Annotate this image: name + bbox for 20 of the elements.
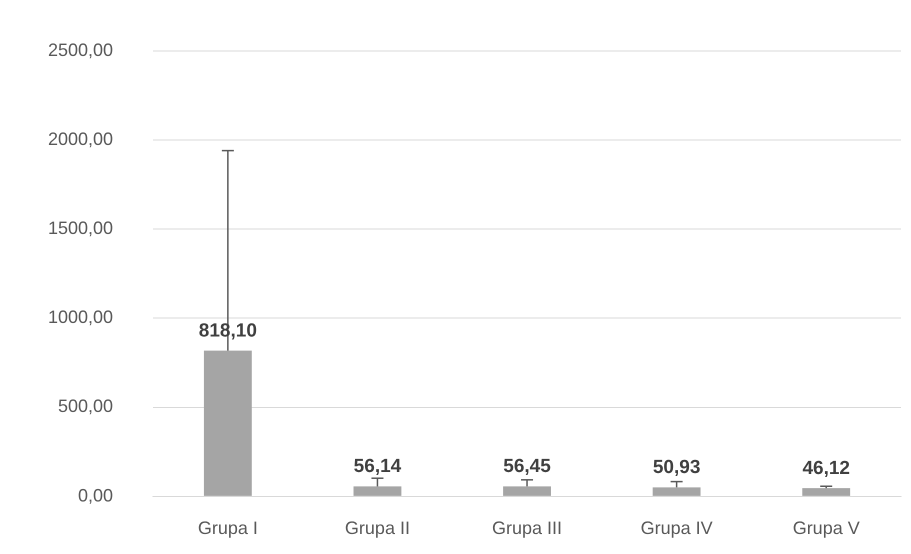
data-label: 56,45 bbox=[503, 456, 552, 478]
bar bbox=[652, 487, 701, 496]
bar bbox=[354, 486, 402, 496]
y-tick-label: 1500,00 bbox=[48, 218, 114, 238]
data-label: 46,12 bbox=[802, 458, 850, 479]
x-tick-label: Grupa IV bbox=[640, 518, 713, 538]
x-tick-label: Grupa III bbox=[492, 518, 562, 538]
x-tick-label: Grupa I bbox=[198, 518, 258, 538]
y-tick-label: 2000,00 bbox=[48, 128, 114, 149]
y-tick-label: 2500,00 bbox=[48, 40, 114, 60]
bar bbox=[503, 486, 551, 496]
y-tick-label: 500,00 bbox=[58, 396, 114, 416]
bar bbox=[802, 488, 850, 496]
data-label: 56,14 bbox=[354, 456, 402, 478]
y-tick-label: 1000,00 bbox=[48, 307, 114, 328]
y-tick-label: 0,00 bbox=[78, 485, 114, 506]
x-tick-label: Grupa II bbox=[344, 518, 410, 538]
x-tick-label: Grupa V bbox=[792, 518, 860, 538]
data-label: 50,93 bbox=[652, 457, 700, 478]
bar bbox=[204, 350, 252, 496]
